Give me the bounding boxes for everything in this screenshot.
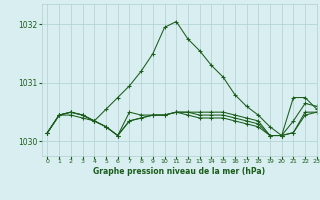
X-axis label: Graphe pression niveau de la mer (hPa): Graphe pression niveau de la mer (hPa)	[93, 167, 265, 176]
